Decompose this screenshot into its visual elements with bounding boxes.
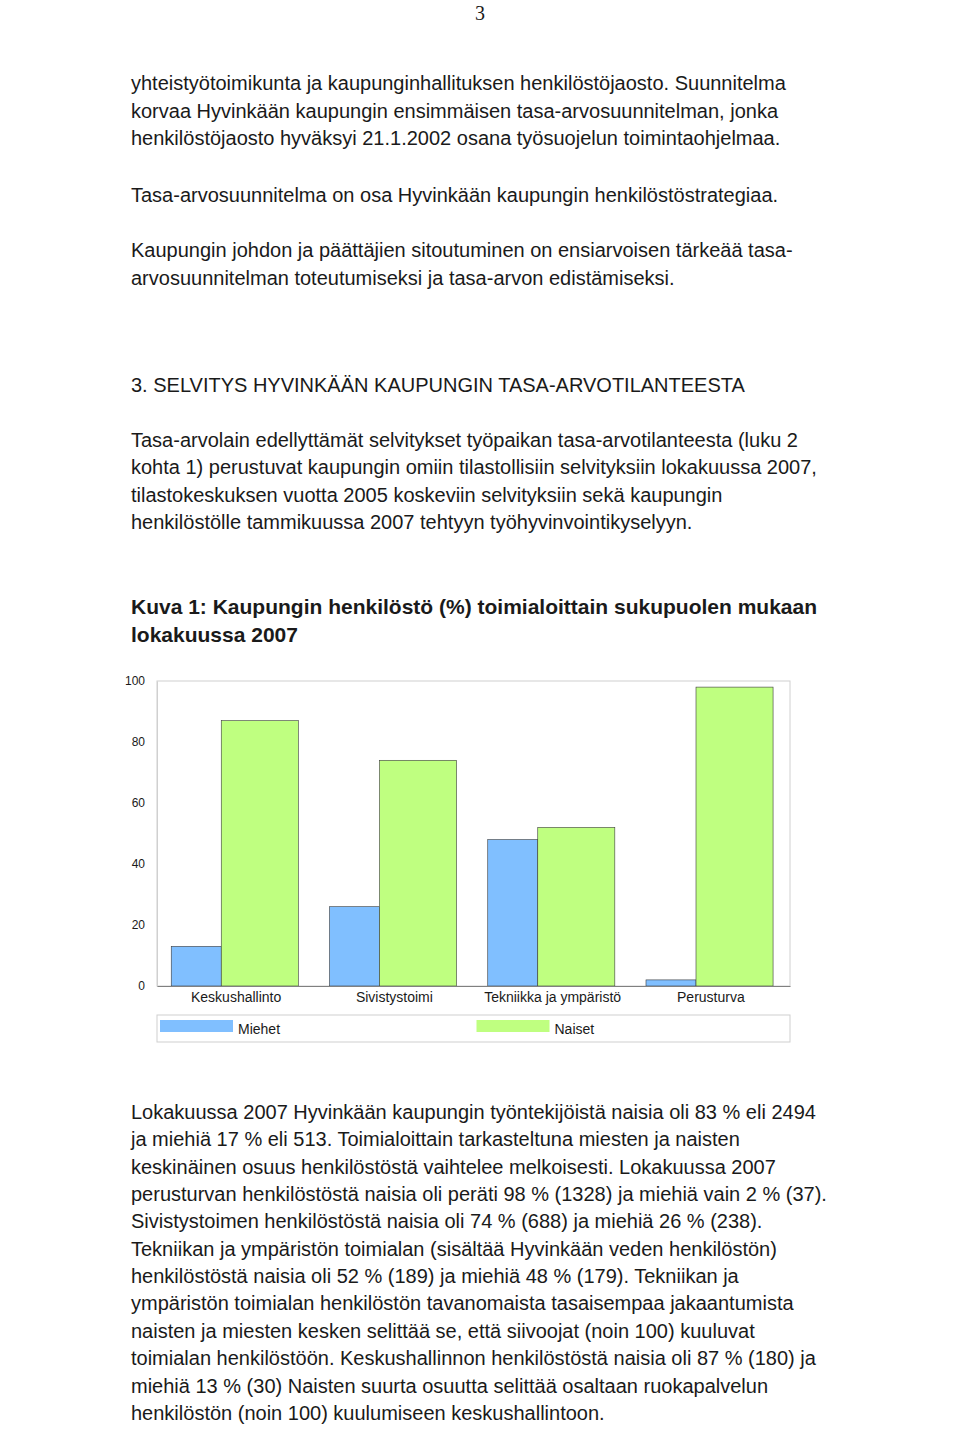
legend-label: Miehet [238, 1021, 280, 1037]
y-tick-label: 40 [132, 857, 146, 871]
bar [696, 687, 773, 986]
y-tick-label: 80 [132, 735, 146, 749]
y-tick: 80 [132, 735, 157, 749]
x-axis: Keskushallinto Sivistystoimi Tekniikka ja … [158, 986, 791, 1005]
page: 3 yhteistyötoimikunta ja kaupunginhallitu… [0, 0, 960, 1430]
paragraph-line: Tekniikan ja ympäristön toimialan (sisäl… [131, 1238, 777, 1260]
paragraph-line: keskinäinen osuus henkilöstöstä vaihtele… [131, 1156, 776, 1178]
paragraph-line: tilastokeskuksen vuotta 2005 koskeviin s… [131, 484, 722, 506]
paragraph-line: naisten ja miesten kesken selittää se, e… [131, 1320, 755, 1342]
paragraph-line: henkilöstöstä naisia oli 52 % (189) ja m… [131, 1265, 740, 1287]
bar [646, 980, 696, 986]
y-tick: 100 [125, 674, 157, 688]
legend-swatch [477, 1020, 550, 1032]
paragraph-line: arvosuunnitelman toteutumiseksi ja tasa-… [131, 267, 675, 289]
paragraph-line: perusturvan henkilöstöstä naisia oli per… [131, 1183, 827, 1205]
paragraph-line: Sivistystoimen henkilöstöstä naisia oli … [131, 1210, 762, 1232]
bar [221, 721, 298, 986]
bar [171, 946, 221, 986]
y-axis-line [157, 682, 158, 987]
legend-swatch [160, 1020, 233, 1032]
y-tick: 60 [132, 796, 157, 810]
legend-label: Naiset [555, 1021, 595, 1037]
paragraph-line: Lokakuussa 2007 Hyvinkään kaupungin työn… [131, 1101, 816, 1123]
bar [488, 840, 538, 986]
paragraph-line: henkilöstön (noin 100) kuulumiseen kesku… [131, 1402, 605, 1424]
figure-title: lokakuussa 2007 [131, 623, 298, 646]
y-axis: 0 20 40 60 80 100 [125, 674, 158, 993]
x-tick: Perusturva [677, 986, 745, 1005]
legend: Miehet Naiset [157, 1015, 790, 1042]
y-tick: 40 [132, 857, 157, 871]
y-tick-label: 100 [125, 674, 145, 688]
x-tick-label: Sivistystoimi [356, 989, 433, 1005]
paragraph-line: henkilöstöjaosto hyväksyi 21.1.2002 osan… [131, 127, 780, 149]
paragraph-line: toimialan henkilöstöön. Keskushallinnon … [131, 1347, 817, 1369]
paragraph-line: Tasa-arvolain edellyttämät selvitykset t… [131, 429, 798, 451]
bar [538, 827, 615, 986]
y-tick-label: 60 [132, 796, 146, 810]
paragraph-line: yhteistyötoimikunta ja kaupunginhallituk… [131, 72, 787, 94]
chart: 0 20 40 60 80 100 Keskushallinto Sivistystoimi T… [125, 674, 791, 1042]
x-axis-line [158, 986, 791, 987]
y-tick: 0 [138, 979, 157, 993]
paragraph-line: Kaupungin johdon ja päättäjien sitoutumi… [131, 239, 793, 261]
y-tick-label: 0 [138, 979, 145, 993]
x-tick-label: Keskushallinto [191, 989, 281, 1005]
paragraph-line: henkilöstölle tammikuussa 2007 tehtyyn t… [131, 511, 692, 533]
paragraph-line: kohta 1) perustuvat kaupungin omiin tila… [131, 456, 817, 478]
legend-box [157, 1015, 790, 1042]
figure-title: Kuva 1: Kaupungin henkilöstö (%) toimial… [131, 595, 817, 618]
y-tick-label: 20 [132, 918, 146, 932]
bar [329, 907, 379, 986]
x-tick-label: Tekniikka ja ympäristö [484, 989, 621, 1005]
paragraph-line: miehiä 13 % (30) Naisten suurta osuutta … [131, 1375, 768, 1397]
bars [171, 687, 773, 986]
paragraph-line: ympäristön toimialan henkilöstön tavanom… [131, 1292, 794, 1314]
paragraph-line: Tasa-arvosuunnitelma on osa Hyvinkään ka… [131, 184, 778, 206]
x-tick: Tekniikka ja ympäristö [484, 986, 621, 1005]
section-heading: 3. SELVITYS HYVINKÄÄN KAUPUNGIN TASA-ARV… [131, 374, 746, 396]
plot-frame [157, 681, 790, 986]
paragraph-line: ja miehiä 17 % eli 513. Toimialoittain t… [130, 1128, 740, 1150]
bar [379, 760, 456, 986]
x-tick: Sivistystoimi [356, 986, 433, 1005]
y-tick: 20 [132, 918, 157, 932]
x-tick: Keskushallinto [191, 986, 281, 1005]
paragraph-line: korvaa Hyvinkään kaupungin ensimmäisen t… [131, 100, 779, 122]
x-tick-label: Perusturva [677, 989, 745, 1005]
page-number: 3 [475, 2, 485, 24]
